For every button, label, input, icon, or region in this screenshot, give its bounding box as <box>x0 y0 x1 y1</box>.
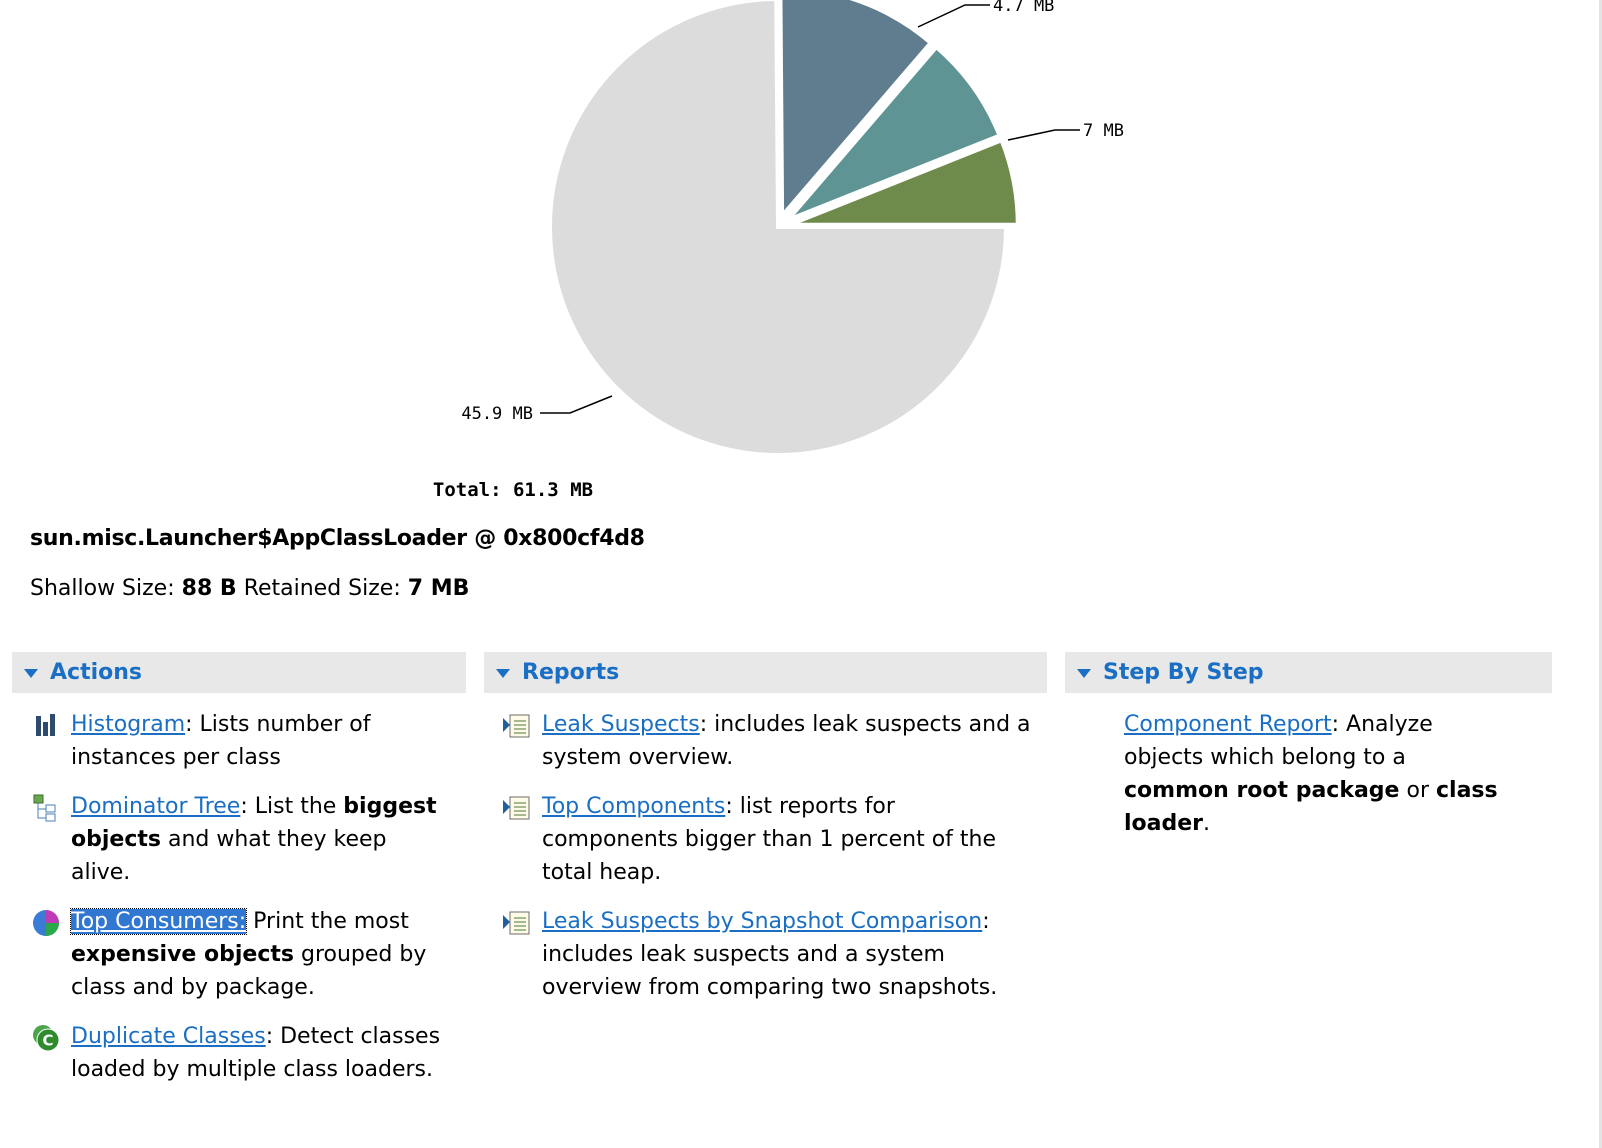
pie-slice <box>548 0 1009 457</box>
retained-size-value: 7 MB <box>407 576 470 601</box>
action-histogram: Histogram: Lists number of instances per… <box>31 708 446 774</box>
pie-slice-label: 4.7 MB <box>993 0 1054 16</box>
step-by-step-title: Step By Step <box>1103 660 1264 685</box>
pie-slice <box>778 0 934 222</box>
report-icon <box>503 911 530 935</box>
reports-list: Leak Suspects: includes leak suspects an… <box>502 708 1032 1020</box>
pie-chart-icon <box>33 910 59 936</box>
report-leak-suspects: Leak Suspects: includes leak suspects an… <box>502 708 1032 774</box>
pie-labels: 45.9 MB 7 MB 4.7 MB <box>461 0 1124 424</box>
collapse-triangle-icon[interactable] <box>496 669 510 678</box>
duplicate-classes-icon: C <box>33 1025 60 1052</box>
histogram-link[interactable]: Histogram <box>71 712 186 737</box>
object-title: sun.misc.Launcher$AppClassLoader @ 0x800… <box>30 526 645 551</box>
leak-suspects-link[interactable]: Leak Suspects <box>542 712 700 737</box>
dominator-tree-link[interactable]: Dominator Tree <box>71 794 241 819</box>
component-report-link[interactable]: Component Report <box>1124 712 1332 737</box>
actions-title: Actions <box>50 660 142 685</box>
report-snapshot-comparison: Leak Suspects by Snapshot Comparison: in… <box>502 905 1032 1004</box>
duplicate-classes-link[interactable]: Duplicate Classes <box>71 1024 266 1049</box>
shallow-size-value: 88 B <box>181 576 237 601</box>
action-dominator-tree: Dominator Tree: List the biggest objects… <box>31 790 446 889</box>
svg-text:C: C <box>42 1032 53 1050</box>
pie-slice <box>786 44 1003 222</box>
actions-list: Histogram: Lists number of instances per… <box>31 708 446 1102</box>
chart-total-label: Total: 61.3 MB <box>433 479 593 501</box>
reports-title: Reports <box>522 660 620 685</box>
pie-slice-label: 7 MB <box>1083 121 1124 141</box>
actions-section-header[interactable]: Actions <box>12 652 466 693</box>
top-consumers-link[interactable]: Top Consumers: <box>69 908 248 935</box>
histogram-icon <box>36 714 55 736</box>
scrollbar-edge[interactable] <box>1599 0 1602 1148</box>
pie-slices <box>548 0 1020 457</box>
collapse-triangle-icon[interactable] <box>1077 669 1091 678</box>
step-component-report: Component Report: Analyze objects which … <box>1124 712 1498 836</box>
step-by-step-section-header[interactable]: Step By Step <box>1065 652 1552 693</box>
pie-leader-line <box>917 4 990 28</box>
reports-section-header[interactable]: Reports <box>484 652 1047 693</box>
shallow-size-label: Shallow Size: <box>30 576 175 601</box>
step-by-step-list: Component Report: Analyze objects which … <box>1084 708 1514 856</box>
top-components-link[interactable]: Top Components <box>542 794 726 819</box>
dominator-tree-icon <box>33 794 56 822</box>
report-top-components: Top Components: list reports for compone… <box>502 790 1032 889</box>
pie-leader-line <box>540 395 613 414</box>
report-icon <box>503 714 530 738</box>
pie-slice-label: 45.9 MB <box>461 404 533 424</box>
action-duplicate-classes: C Duplicate Classes: Detect classes load… <box>31 1020 446 1086</box>
action-top-consumers: Top Consumers: Print the most expensive … <box>31 905 446 1004</box>
snapshot-comparison-link[interactable]: Leak Suspects by Snapshot Comparison <box>542 909 983 934</box>
report-icon <box>503 796 530 820</box>
pie-chart: 45.9 MB 7 MB 4.7 MB Total: 61.3 MB <box>433 0 1124 501</box>
retained-size-label: Retained Size: <box>243 576 401 601</box>
pie-slice <box>789 137 1020 227</box>
object-sizes: Shallow Size: 88 B Retained Size: 7 MB <box>30 576 469 601</box>
pie-leader-line <box>1007 129 1080 141</box>
collapse-triangle-icon[interactable] <box>24 669 38 678</box>
